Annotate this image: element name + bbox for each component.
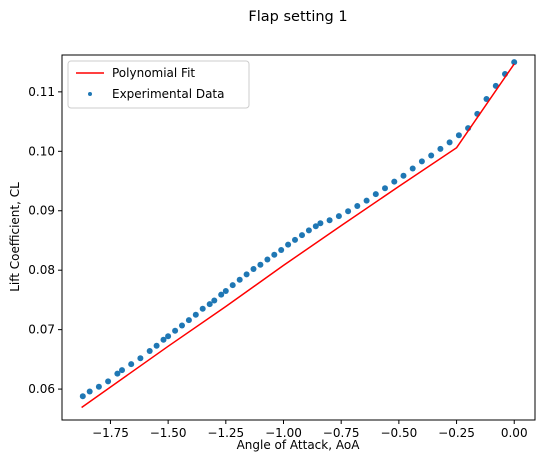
x-tick-label: −0.75 bbox=[323, 426, 360, 440]
data-point bbox=[483, 96, 490, 102]
data-point bbox=[206, 301, 213, 308]
data-point bbox=[86, 388, 93, 395]
data-point bbox=[153, 342, 160, 349]
y-tick-label: 0.11 bbox=[28, 85, 55, 99]
legend: Polynomial Fit Experimental Data bbox=[67, 60, 250, 109]
data-point bbox=[335, 213, 342, 220]
x-tick-label: −1.75 bbox=[92, 426, 129, 440]
data-point bbox=[146, 348, 153, 354]
x-tick-label: −1.50 bbox=[150, 426, 187, 440]
data-point bbox=[222, 288, 229, 294]
data-point bbox=[278, 247, 285, 253]
data-point bbox=[137, 355, 144, 362]
data-point bbox=[257, 261, 264, 268]
data-point bbox=[95, 383, 102, 390]
data-point bbox=[218, 291, 225, 298]
x-tick-label: 0.00 bbox=[501, 426, 528, 440]
y-tick-label: 0.10 bbox=[28, 144, 55, 158]
plot-data-layer bbox=[79, 59, 518, 409]
data-point bbox=[409, 165, 416, 172]
x-axis: −1.75 −1.50 −1.25 −1.00 −0.75 −0.50 −0.25 0.00 bbox=[92, 420, 528, 440]
data-point bbox=[179, 322, 185, 329]
legend-box bbox=[67, 60, 250, 109]
data-point bbox=[437, 145, 444, 152]
data-point bbox=[211, 297, 218, 304]
data-point bbox=[105, 378, 112, 385]
data-point bbox=[271, 251, 278, 258]
x-tick-label: −0.50 bbox=[380, 426, 417, 440]
legend-label-fit: Polynomial Fit bbox=[112, 66, 195, 80]
data-point bbox=[160, 336, 167, 343]
x-axis-label: Angle of Attack, AoA bbox=[237, 438, 361, 452]
data-point bbox=[199, 305, 206, 312]
data-point bbox=[317, 220, 324, 227]
plot-frame bbox=[61, 54, 536, 421]
x-tick-label: −0.25 bbox=[438, 426, 475, 440]
data-point bbox=[229, 282, 236, 289]
y-tick-label: 0.06 bbox=[28, 382, 55, 396]
data-point bbox=[428, 152, 435, 159]
data-point bbox=[128, 361, 135, 368]
data-point bbox=[391, 178, 398, 185]
data-point bbox=[243, 271, 250, 278]
data-point bbox=[382, 185, 388, 192]
data-point bbox=[114, 370, 121, 377]
data-point bbox=[172, 327, 179, 334]
data-point bbox=[79, 393, 86, 400]
data-point bbox=[236, 276, 243, 283]
data-point bbox=[192, 311, 199, 318]
data-point bbox=[418, 158, 425, 165]
data-point bbox=[165, 333, 172, 340]
data-point bbox=[119, 367, 125, 374]
data-point bbox=[250, 266, 257, 272]
data-point bbox=[312, 223, 319, 230]
data-point bbox=[345, 208, 352, 215]
x-tick-label: −1.25 bbox=[207, 426, 244, 440]
data-point bbox=[354, 203, 361, 209]
data-point bbox=[285, 241, 292, 248]
y-tick-label: 0.09 bbox=[28, 204, 55, 218]
data-point bbox=[264, 256, 271, 263]
data-point bbox=[372, 191, 379, 198]
data-point bbox=[326, 217, 333, 224]
y-axis-label: Lift Coefficient, CL bbox=[8, 182, 22, 292]
y-axis: 0.06 0.07 0.08 0.09 0.10 0.11 bbox=[28, 85, 62, 396]
data-point bbox=[455, 132, 462, 139]
data-point bbox=[363, 197, 370, 204]
data-point bbox=[299, 232, 305, 239]
data-point bbox=[292, 236, 298, 243]
data-point bbox=[400, 172, 407, 179]
legend-label-data: Experimental Data bbox=[112, 87, 225, 101]
chart-title: Flap setting 1 bbox=[248, 9, 347, 25]
data-point bbox=[305, 227, 312, 234]
legend-data-marker bbox=[88, 92, 92, 96]
fit-line bbox=[81, 63, 515, 409]
data-point bbox=[446, 139, 453, 146]
data-point bbox=[185, 317, 192, 324]
data-point bbox=[511, 59, 518, 66]
y-tick-label: 0.07 bbox=[28, 323, 55, 337]
y-tick-label: 0.08 bbox=[28, 263, 55, 277]
x-tick-label: −1.00 bbox=[265, 426, 302, 440]
